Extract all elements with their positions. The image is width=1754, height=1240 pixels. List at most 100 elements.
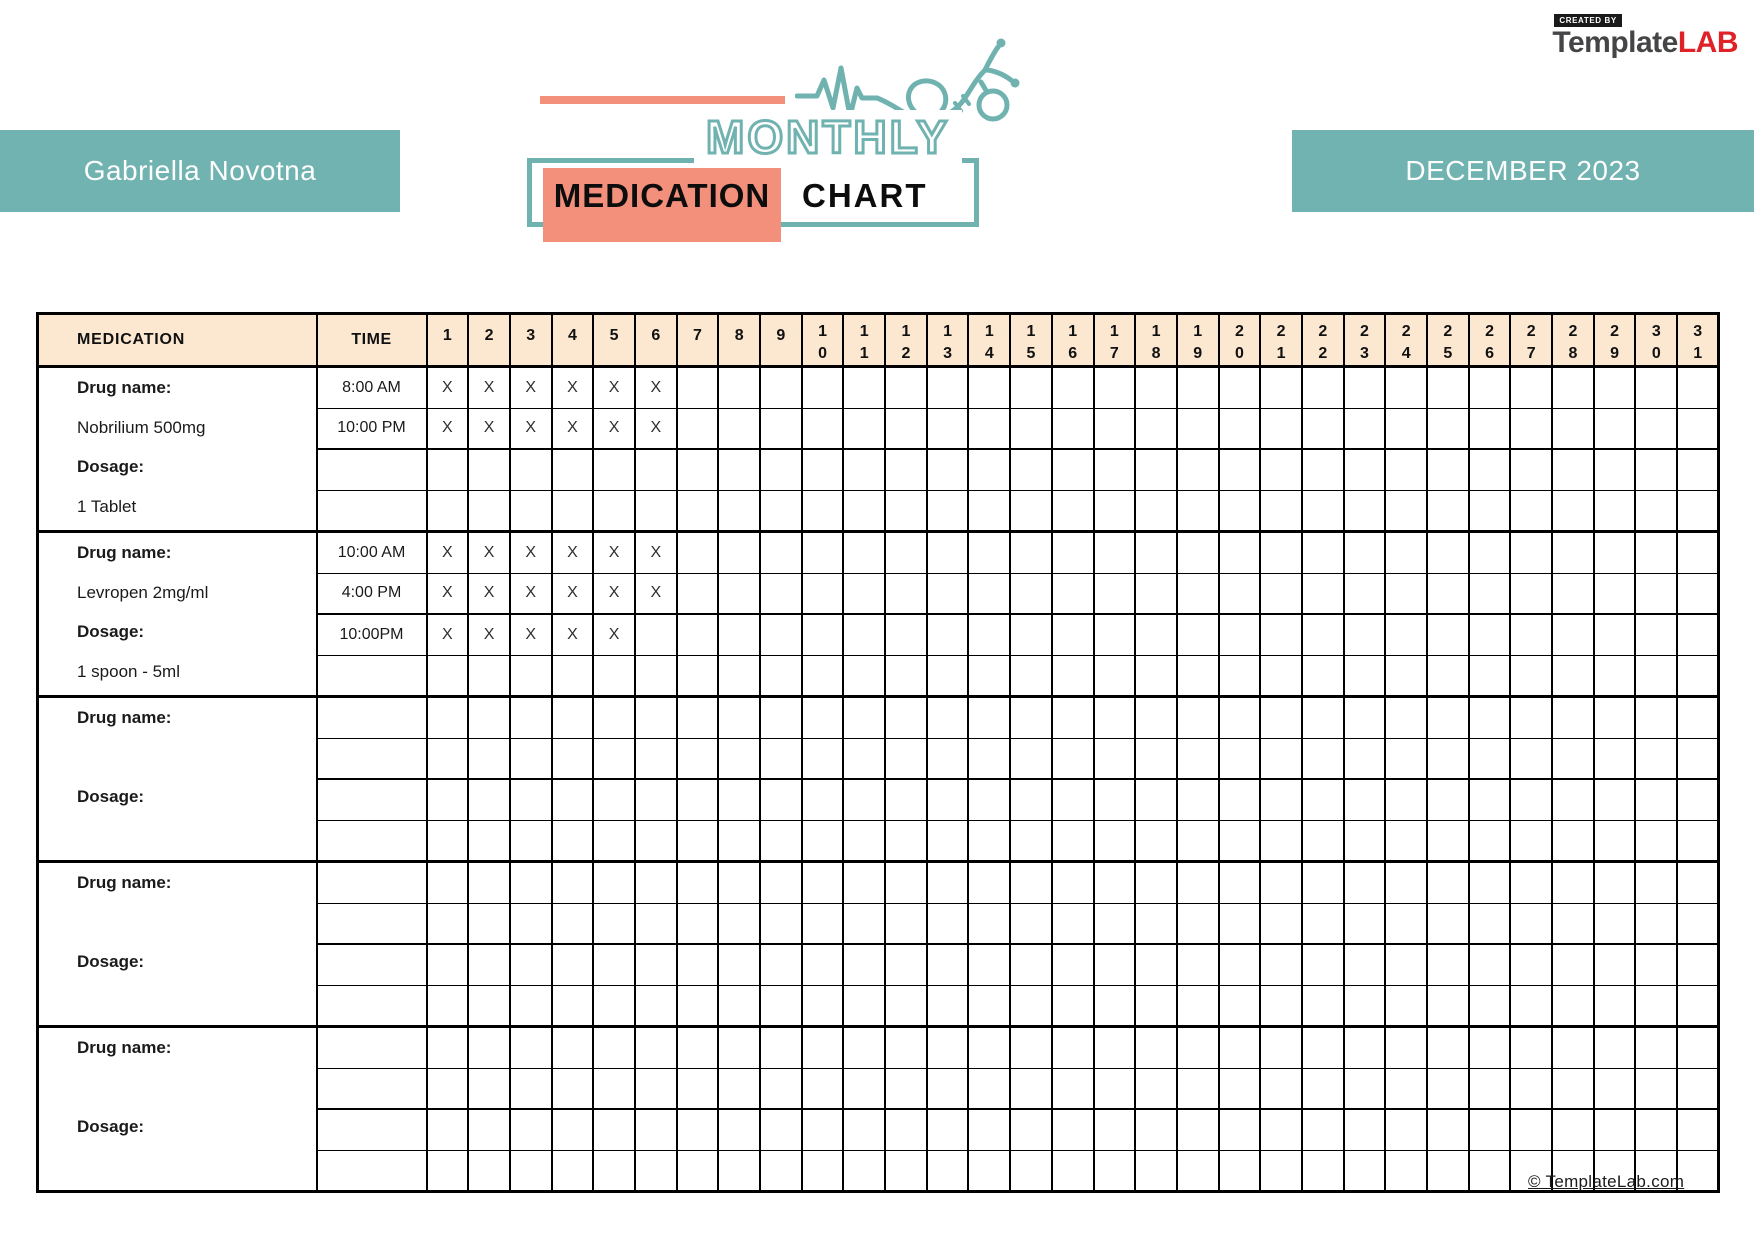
day-cell-3 [508,1149,552,1192]
day-cell-8 [717,654,760,697]
day-cell-27 [1509,489,1553,532]
day-cell-22 [1300,902,1344,944]
day-cell-2 [467,860,510,903]
day-cell-16 [1050,1025,1094,1068]
day-cell-24 [1384,860,1427,903]
day-cell-29 [1592,1108,1636,1150]
day-cell-14 [967,1149,1011,1192]
day-cell-25 [1426,943,1469,985]
day-cell-3 [508,654,552,697]
day-cell-12 [884,737,927,779]
day-cell-22 [1300,1025,1344,1068]
day-cell-6 [633,1149,677,1192]
day-cell-8 [717,530,760,573]
day-cell-26 [1467,695,1511,738]
day-cell-24 [1384,1108,1427,1150]
day-cell-17 [1092,819,1136,862]
title-monthly: MONTHLY [694,110,963,165]
brand-lab-text: LAB [1677,26,1739,59]
day-cell-5 [592,448,635,490]
day-cell-19 [1175,819,1219,862]
day-cell-20 [1217,1025,1261,1068]
day-cell-18 [1134,737,1177,779]
day-cell-9 [759,448,802,490]
day-cell-8 [717,778,760,820]
day-cell-12 [884,365,927,408]
day-cell-23 [1342,654,1386,697]
day-cell-15 [1009,489,1052,532]
day-cell-8 [717,1067,760,1109]
block-5-row-4 [38,1149,1719,1192]
day-column-header-5: 5 [592,313,635,367]
day-cell-5: X [592,530,635,573]
day-cell-9 [759,1067,802,1109]
title-chart: CHART [796,177,934,215]
day-cell-16 [1050,530,1094,573]
day-cell-1 [425,737,469,779]
day-cell-6 [633,737,677,779]
day-cell-29 [1592,365,1636,408]
day-cell-22 [1300,695,1344,738]
title-medication: MEDICATION [553,177,771,214]
day-cell-25 [1426,902,1469,944]
day-cell-24 [1384,695,1427,738]
day-cell-22 [1300,860,1344,903]
day-cell-14 [967,407,1011,449]
day-cell-6: X [633,407,677,449]
block-3-row-2 [38,737,1719,779]
day-cell-31 [1676,737,1719,779]
day-cell-21 [1259,407,1302,449]
day-cell-18 [1134,778,1177,820]
block-1-row-4 [38,489,1719,532]
medication-value: Nobrilium 500mg [77,417,206,437]
templatelab-footer-link[interactable]: © TemplateLab.com [1528,1172,1685,1191]
stethoscope-ekg-icon [795,38,1020,122]
day-cell-6 [633,984,677,1027]
day-cell-19 [1175,984,1219,1027]
day-cell-11 [842,654,886,697]
day-cell-27 [1509,943,1553,985]
block-2-row-2: 4:00 PM X X X X X X [38,572,1719,614]
medication-value [40,1068,316,1108]
created-by-badge: CREATED BY [1554,14,1622,27]
templatelab-logo: CREATED BY TemplateLAB [1552,10,1739,59]
day-cell-30 [1634,902,1678,944]
day-cell-8 [717,448,760,490]
time-cell [315,819,427,862]
day-cell-18 [1134,1149,1177,1192]
day-cell-27 [1509,819,1553,862]
day-cell-19 [1175,1108,1219,1150]
day-cell-1 [425,1108,469,1150]
day-cell-17 [1092,572,1136,614]
day-cell-3 [508,489,552,532]
time-column-header: TIME [315,313,427,367]
day-cell-1 [425,902,469,944]
day-column-header-8: 8 [717,313,760,367]
day-cell-30 [1634,613,1678,655]
day-cell-9 [759,778,802,820]
day-cell-6: X [633,365,677,408]
day-cell-1 [425,695,469,738]
day-cell-21 [1259,572,1302,614]
day-cell-15 [1009,860,1052,903]
day-cell-19 [1175,1025,1219,1068]
day-cell-12 [884,448,927,490]
day-cell-27 [1509,984,1553,1027]
day-cell-19 [1175,572,1219,614]
day-cell-13 [925,984,969,1027]
day-column-header-1: 1 [425,313,469,367]
day-cell-15 [1009,902,1052,944]
day-cell-3 [508,1025,552,1068]
day-cell-7 [675,365,719,408]
day-cell-12 [884,1149,927,1192]
day-cell-6 [633,819,677,862]
day-cell-16 [1050,654,1094,697]
day-cell-15 [1009,654,1052,697]
day-cell-16 [1050,819,1094,862]
day-cell-17 [1092,448,1136,490]
day-cell-8 [717,1149,760,1192]
day-cell-4 [550,1025,594,1068]
